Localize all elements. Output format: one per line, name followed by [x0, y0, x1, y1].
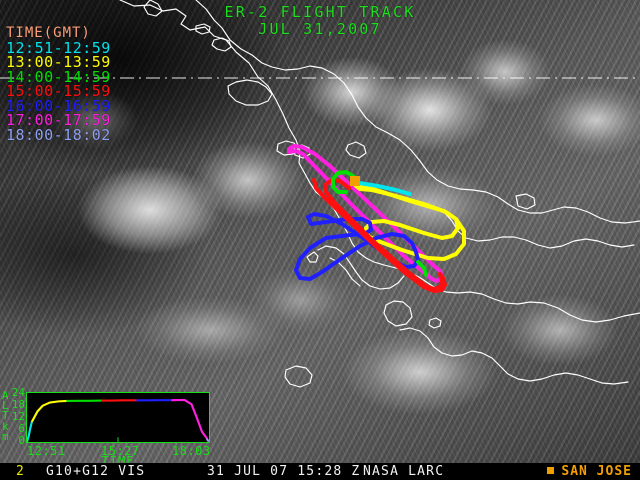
time-legend: TIME(GMT) 12:51-12:59 13:00-13:59 14:00-…	[6, 26, 111, 142]
altitude-axis-label: A L T k m	[2, 389, 9, 443]
x-tick-middle: 15:27	[101, 444, 140, 458]
legend-item-6: 17:00-17:59	[6, 111, 111, 129]
status-bar: 2 G10+G12 VIS 31 JUL 07 15:28 Z NASA LAR…	[0, 463, 640, 480]
ylabel-char-2: T	[2, 409, 9, 423]
ylabel-char-4: m	[2, 429, 9, 443]
ylabel-char-3: k	[2, 419, 9, 433]
legend-item-1: 12:51-12:59	[6, 38, 111, 57]
y-tick-0: 0	[18, 434, 25, 447]
status-site: SAN JOSE	[561, 464, 632, 479]
x-tick-start: 12:51	[27, 444, 66, 458]
y-tick-6: 6	[18, 422, 25, 435]
status-timestamp: 31 JUL 07 15:28 Z	[207, 464, 361, 479]
y-tick-12: 12	[11, 410, 25, 423]
alt-series-12-51-12-59	[27, 420, 33, 442]
alt-series-17-00-17-59	[171, 398, 208, 440]
legend-item-3: 14:00-14:59	[6, 67, 111, 86]
ylabel-char-1: L	[2, 399, 9, 413]
y-tick-24: 24	[11, 386, 25, 399]
status-channel: 2	[16, 464, 26, 479]
legend-item-4: 15:00-15:59	[6, 82, 111, 100]
status-product: G10+G12 VIS	[46, 464, 146, 479]
track-14-00	[331, 170, 355, 194]
track-13-00	[354, 182, 466, 261]
ylabel-char-0: A	[2, 389, 9, 402]
x-tick-end: 18:03	[172, 444, 211, 458]
alt-series-18-00-18-02	[206, 438, 209, 442]
legend-item-7: 18:00-18:02	[6, 125, 111, 144]
title-line-1: ER-2 FLIGHT TRACK	[224, 3, 416, 21]
altitude-trace	[27, 398, 209, 442]
track-12-51	[357, 181, 412, 196]
san-jose-legend-swatch-icon	[547, 467, 555, 474]
track-14-00-b	[416, 260, 428, 277]
legend-header: TIME(GMT)	[6, 25, 91, 41]
alt-series-13-00-13-59	[31, 399, 68, 423]
legend-item-5: 16:00-16:59	[6, 96, 111, 115]
title-line-2: JUL 31,2007	[258, 20, 382, 38]
status-agency: NASA LARC	[363, 464, 445, 479]
page-title: ER-2 FLIGHT TRACK JUL 31,2007	[0, 4, 640, 38]
san-jose-marker	[350, 176, 360, 186]
y-tick-18: 18	[11, 398, 25, 411]
legend-item-2: 13:00-13:59	[6, 53, 111, 71]
altitude-time-panel: A L T k m 24 18 12 6 0 12:51 15:27 18:03…	[0, 380, 215, 468]
altitude-plot-box	[26, 392, 210, 443]
